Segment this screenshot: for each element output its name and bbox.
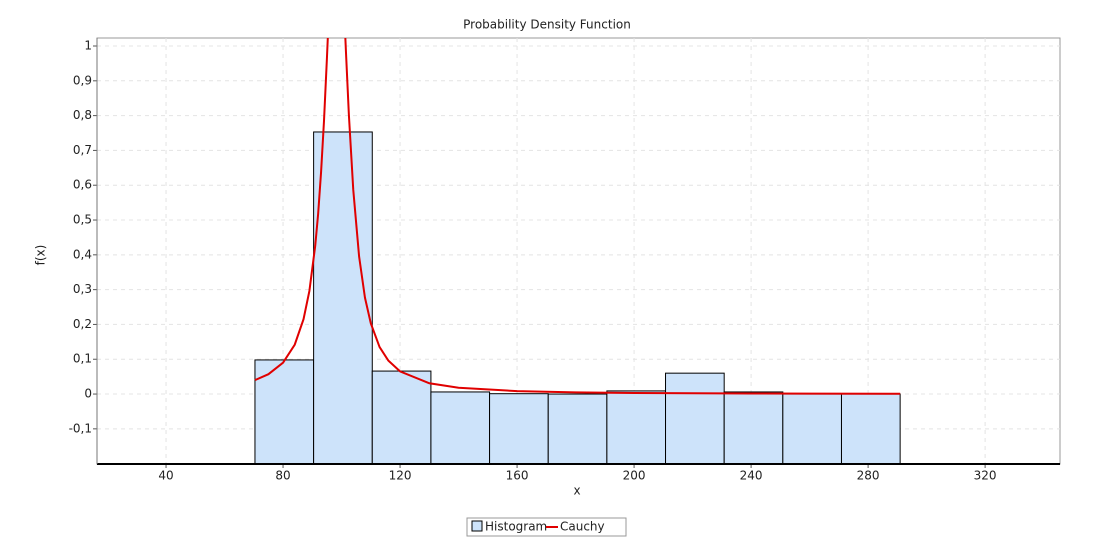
- axes: -0,1 0 0,1 0,2 0,3 0,4 0,5 0,6 0,7 0,8 0,9 1 40 80 120…: [69, 38, 1060, 483]
- legend-label: Histogram: [485, 520, 547, 534]
- legend-swatch: [471, 520, 483, 532]
- histogram-bar: [723, 391, 784, 465]
- x-tick-label: 280: [857, 469, 880, 483]
- x-tick-label: 200: [623, 469, 646, 483]
- y-tick-label: -0,1: [69, 421, 92, 435]
- x-tick-label: 320: [974, 469, 997, 483]
- x-tick-label: 240: [740, 469, 763, 483]
- y-tick-label: 0,2: [73, 317, 92, 331]
- x-tick-label: 160: [506, 469, 529, 483]
- histogram-bar: [371, 370, 432, 465]
- y-tick-label: 0,9: [73, 73, 92, 87]
- legend: Histogram Cauchy: [466, 517, 627, 537]
- histogram-bar: [665, 372, 725, 465]
- y-tick-label: 0,6: [73, 178, 92, 192]
- chart-title: Probability Density Function: [463, 18, 631, 32]
- x-tick-label: 40: [158, 469, 173, 483]
- x-tick-label: 80: [275, 469, 290, 483]
- histogram-bar: [840, 393, 901, 465]
- histogram-bar: [606, 390, 667, 465]
- histogram-bar: [313, 131, 373, 465]
- y-tick-label: 1: [84, 39, 92, 53]
- y-tick-label: 0,3: [73, 282, 92, 296]
- histogram-bar: [547, 393, 608, 465]
- y-tick-label: 0,4: [73, 247, 92, 261]
- legend-label: Cauchy: [560, 520, 605, 534]
- y-tick-label: 0,1: [73, 352, 92, 366]
- y-tick-label: 0: [84, 387, 92, 401]
- y-tick-label: 0,5: [73, 213, 92, 227]
- y-tick-label: 0,8: [73, 108, 92, 122]
- y-axis-label: f(x): [34, 245, 48, 266]
- histogram-bar: [489, 393, 549, 465]
- x-tick-label: 120: [389, 469, 412, 483]
- x-axis-label: x: [573, 484, 580, 498]
- density-line: [254, 38, 901, 395]
- histogram-bar: [430, 391, 491, 465]
- y-tick-label: 0,7: [73, 143, 92, 157]
- histogram-bar: [782, 393, 842, 465]
- line-layer: [254, 38, 901, 395]
